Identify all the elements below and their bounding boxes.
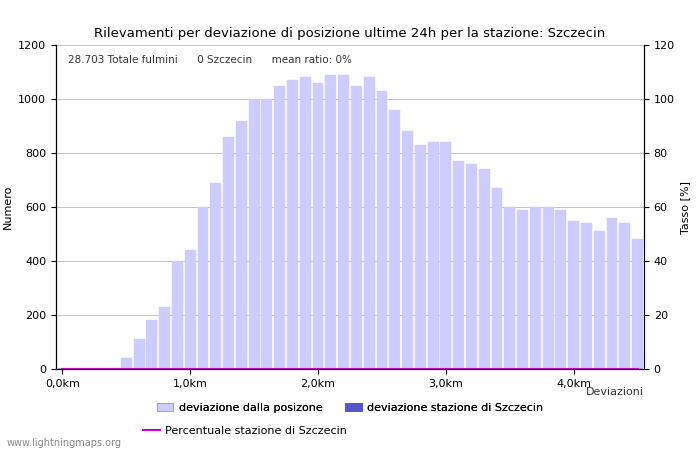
Bar: [108, 368, 119, 369]
Bar: [389, 110, 400, 369]
Bar: [530, 207, 541, 369]
Text: Deviazioni: Deviazioni: [586, 387, 644, 397]
Bar: [274, 86, 285, 369]
Bar: [197, 207, 209, 369]
Y-axis label: Tasso [%]: Tasso [%]: [680, 180, 690, 234]
Bar: [223, 137, 234, 369]
Bar: [70, 368, 80, 369]
Bar: [351, 86, 362, 369]
Bar: [594, 231, 605, 369]
Bar: [57, 368, 68, 369]
Bar: [338, 75, 349, 369]
Bar: [415, 145, 426, 369]
Bar: [453, 161, 464, 369]
Bar: [159, 307, 170, 369]
Bar: [300, 77, 311, 369]
Bar: [428, 142, 438, 369]
Bar: [517, 210, 528, 369]
Bar: [466, 164, 477, 369]
Bar: [121, 358, 132, 369]
Bar: [364, 77, 374, 369]
Bar: [210, 183, 221, 369]
Bar: [440, 142, 452, 369]
Bar: [83, 368, 93, 369]
Bar: [172, 261, 183, 369]
Bar: [556, 210, 566, 369]
Bar: [313, 83, 323, 369]
Bar: [632, 239, 643, 369]
Bar: [95, 368, 106, 369]
Bar: [377, 91, 387, 369]
Bar: [491, 188, 503, 369]
Bar: [236, 121, 247, 369]
Bar: [620, 223, 630, 369]
Bar: [146, 320, 158, 369]
Bar: [185, 250, 196, 369]
Bar: [287, 80, 298, 369]
Bar: [504, 207, 515, 369]
Text: www.lightningmaps.org: www.lightningmaps.org: [7, 438, 122, 448]
Bar: [568, 220, 579, 369]
Legend: deviazione dalla posizone, deviazione stazione di Szczecin: deviazione dalla posizone, deviazione st…: [153, 399, 547, 418]
Bar: [134, 339, 144, 369]
Bar: [326, 75, 336, 369]
Title: Rilevamenti per deviazione di posizione ultime 24h per la stazione: Szczecin: Rilevamenti per deviazione di posizione …: [94, 27, 606, 40]
Bar: [581, 223, 592, 369]
Legend: Percentuale stazione di Szczecin: Percentuale stazione di Szczecin: [139, 421, 351, 440]
Bar: [542, 207, 554, 369]
Bar: [402, 131, 413, 369]
Y-axis label: Numero: Numero: [3, 185, 13, 229]
Text: 28.703 Totale fulmini      0 Szczecin      mean ratio: 0%: 28.703 Totale fulmini 0 Szczecin mean ra…: [68, 55, 351, 65]
Bar: [262, 99, 272, 369]
Bar: [479, 169, 490, 369]
Bar: [248, 99, 260, 369]
Bar: [607, 218, 617, 369]
